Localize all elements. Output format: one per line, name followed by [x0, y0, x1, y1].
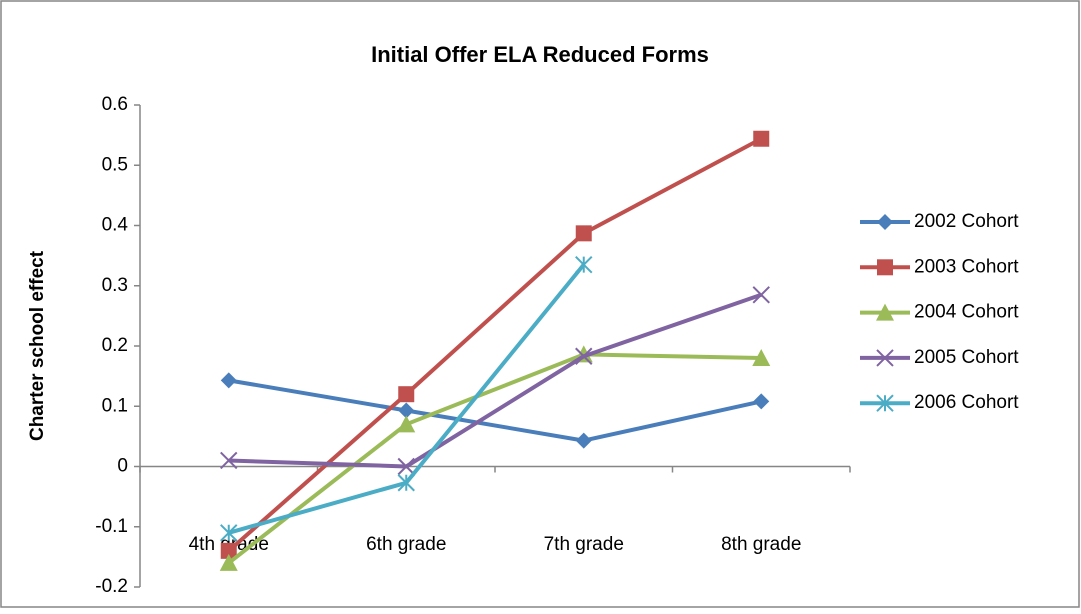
marker: [753, 130, 770, 147]
series-line: [228, 292, 762, 469]
legend-marker: [877, 259, 893, 276]
legend-label: 2006 Cohort: [914, 392, 1019, 413]
legend-label: 2005 Cohort: [914, 347, 1019, 368]
legend-label: 2003 Cohort: [914, 256, 1019, 277]
legend-marker: [877, 214, 893, 230]
legend-marker: [876, 394, 894, 412]
series-line: [228, 378, 762, 443]
y-tick-label: 0: [117, 456, 128, 477]
y-tick-label: 0.1: [102, 395, 128, 416]
marker: [397, 415, 416, 433]
marker: [575, 255, 593, 274]
marker: [219, 553, 238, 571]
x-tick-label: 7th grade: [544, 534, 624, 555]
marker: [752, 286, 770, 304]
series: [220, 372, 770, 449]
y-tick-label: -0.1: [95, 516, 128, 537]
y-axis-label: Charter school effect: [27, 250, 48, 441]
y-tick-label: 0.2: [102, 335, 128, 356]
y-tick-label: 0.6: [102, 94, 128, 115]
legend-label: 2002 Cohort: [914, 211, 1019, 232]
marker: [753, 393, 770, 410]
marker: [575, 432, 592, 449]
marker: [398, 386, 415, 403]
legend-label: 2004 Cohort: [914, 302, 1019, 323]
legend-marker: [876, 349, 894, 367]
marker: [397, 474, 415, 492]
series: [220, 286, 770, 476]
marker: [220, 451, 238, 470]
series: [220, 130, 770, 559]
chart-title: Initial Offer ELA Reduced Forms: [371, 42, 709, 67]
y-tick-label: -0.2: [95, 576, 128, 597]
marker: [575, 225, 592, 242]
marker: [220, 542, 237, 559]
marker: [397, 457, 415, 476]
marker: [575, 347, 593, 365]
legend-marker: [876, 303, 894, 321]
y-tick-label: 0.5: [102, 154, 128, 175]
series: [220, 255, 593, 542]
series-line: [227, 136, 763, 553]
marker: [752, 349, 771, 367]
x-tick-label: 8th grade: [721, 534, 801, 555]
y-tick-label: 0.4: [102, 215, 129, 236]
x-tick-label: 6th grade: [366, 534, 446, 555]
series-line: [227, 352, 762, 565]
marker: [220, 524, 238, 542]
marker: [398, 402, 415, 419]
marker: [220, 372, 237, 389]
y-tick-label: 0.3: [102, 275, 128, 296]
